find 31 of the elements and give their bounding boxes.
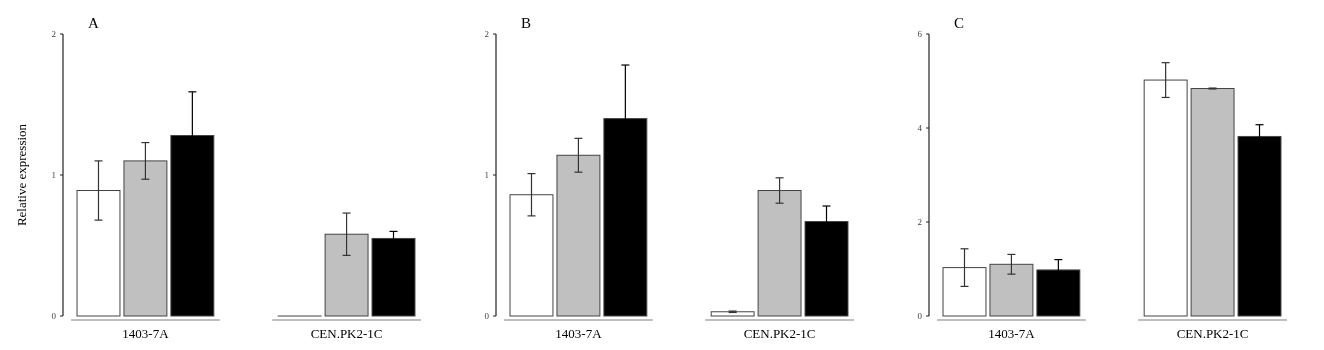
y-tick-label: 1 [51,170,56,181]
x-tick-label: 1403-7A [555,326,603,341]
y-tick-label: 4 [917,123,923,134]
x-tick-label: 1403-7A [122,326,170,341]
chart-title: B [521,15,532,31]
bar [757,190,802,317]
x-tick-label: CEN.PK2-1C [310,326,383,341]
bar [324,233,369,317]
bar [123,160,168,317]
bar [1143,79,1188,317]
x-tick-label: CEN.PK2-1C [743,326,816,341]
y-tick-label: 6 [917,29,923,40]
bar [1190,88,1235,317]
bar [76,190,121,317]
bar [942,267,987,317]
y-tick-label: 2 [484,29,489,40]
x-tick-label: CEN.PK2-1C [1176,326,1249,341]
x-tick-label: 1403-7A [988,326,1036,341]
y-tick-label: 0 [51,311,57,322]
y-tick-label: 0 [917,311,923,322]
chart-title: A [88,15,99,31]
y-tick-label: 2 [917,217,922,228]
bar [509,194,554,317]
y-tick-label: 1 [484,170,489,181]
bar [556,154,601,317]
y-tick-label: 0 [484,311,490,322]
chart-title: C [954,15,965,31]
y-tick-label: 2 [51,29,56,40]
bar [710,311,755,317]
bar [989,263,1034,317]
y-axis-title: Relative expression [14,123,29,227]
